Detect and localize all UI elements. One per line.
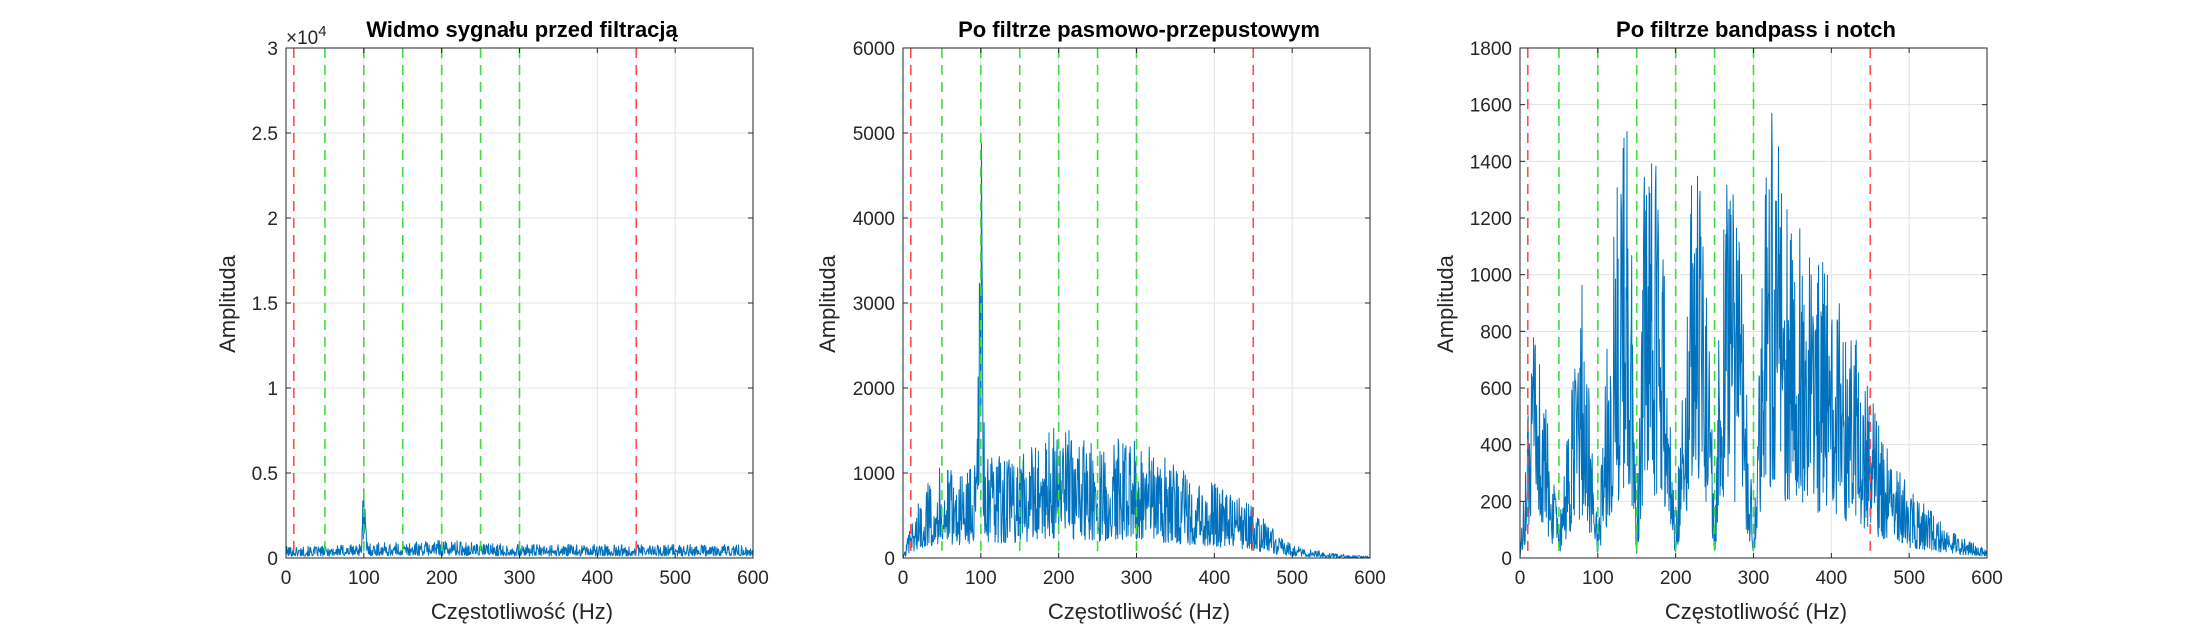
y-axis-label: Amplituda bbox=[815, 254, 840, 353]
chart-panel-bandpass: Po filtrze pasmowo-przepustowym Częstotl… bbox=[815, 17, 1386, 624]
x-tick-label: 500 bbox=[659, 568, 691, 589]
x-axis-label: Częstotliwość (Hz) bbox=[1048, 599, 1230, 624]
chart-panel-before-filter: Widmo sygnału przed filtracją Częstotliw… bbox=[215, 17, 769, 624]
y-tick-label: 1200 bbox=[1470, 209, 1512, 230]
y-tick-label: 200 bbox=[1480, 492, 1512, 513]
x-tick-label: 0 bbox=[898, 568, 909, 589]
x-tick-label: 500 bbox=[1893, 568, 1925, 589]
x-tick-label: 400 bbox=[1198, 568, 1230, 589]
y-tick-label: 1000 bbox=[853, 464, 895, 485]
y-tick-label: 1600 bbox=[1470, 96, 1512, 117]
y-tick-label: 0.5 bbox=[252, 464, 278, 485]
y-tick-label: 1800 bbox=[1470, 39, 1512, 60]
x-tick-label: 0 bbox=[1515, 568, 1526, 589]
y-tick-label: 2000 bbox=[853, 379, 895, 400]
y-tick-label: 3 bbox=[267, 39, 278, 60]
y-axis-label: Amplituda bbox=[215, 254, 240, 353]
y-multiplier-base: ×10 bbox=[286, 28, 318, 49]
x-tick-label: 600 bbox=[1354, 568, 1386, 589]
x-tick-label: 600 bbox=[737, 568, 769, 589]
y-tick-label: 0 bbox=[884, 549, 895, 570]
x-tick-label: 500 bbox=[1276, 568, 1308, 589]
y-axis-multiplier: ×104 bbox=[286, 23, 327, 49]
x-tick-label: 100 bbox=[1582, 568, 1614, 589]
x-tick-label: 300 bbox=[504, 568, 536, 589]
y-tick-label: 800 bbox=[1480, 322, 1512, 343]
y-tick-label: 2.5 bbox=[252, 124, 278, 145]
chart-panel-bandpass-notch: Po filtrze bandpass i notch Częstotliwoś… bbox=[1433, 17, 2003, 624]
axis-ticks: 0 100 200 300 400 500 600 0 0.5 1 1.5 2 2.5 3 bbox=[252, 39, 769, 589]
y-tick-label: 600 bbox=[1480, 379, 1512, 400]
axis-ticks: 0 100 200 300 400 500 600 0 200 400 600 800 1000 1200… bbox=[1470, 39, 2003, 589]
y-multiplier-exponent: 4 bbox=[318, 23, 326, 40]
y-tick-label: 1.5 bbox=[252, 294, 278, 315]
axis-ticks: 0 100 200 300 400 500 600010002000300040005000… bbox=[853, 39, 1386, 589]
y-tick-label: 3000 bbox=[853, 294, 895, 315]
chart-title: Po filtrze pasmowo-przepustowym bbox=[958, 17, 1320, 42]
x-tick-label: 300 bbox=[1121, 568, 1153, 589]
x-tick-label: 0 bbox=[281, 568, 292, 589]
y-tick-label: 1000 bbox=[1470, 266, 1512, 287]
y-tick-label: 1 bbox=[267, 379, 278, 400]
chart-title: Widmo sygnału przed filtracją bbox=[366, 17, 678, 42]
x-tick-label: 600 bbox=[1971, 568, 2003, 589]
y-tick-label: 1400 bbox=[1470, 152, 1512, 173]
y-tick-label: 0 bbox=[1501, 549, 1512, 570]
y-axis-label: Amplituda bbox=[1433, 254, 1458, 353]
x-tick-label: 400 bbox=[581, 568, 613, 589]
y-tick-label: 0 bbox=[267, 549, 278, 570]
y-tick-label: 6000 bbox=[853, 39, 895, 60]
x-tick-label: 100 bbox=[348, 568, 380, 589]
x-tick-label: 200 bbox=[1660, 568, 1692, 589]
y-tick-label: 5000 bbox=[853, 124, 895, 145]
x-tick-label: 200 bbox=[1043, 568, 1075, 589]
y-tick-label: 4000 bbox=[853, 209, 895, 230]
chart-title: Po filtrze bandpass i notch bbox=[1616, 17, 1896, 42]
y-tick-label: 400 bbox=[1480, 436, 1512, 457]
x-tick-label: 400 bbox=[1815, 568, 1847, 589]
x-axis-label: Częstotliwość (Hz) bbox=[431, 599, 613, 624]
x-tick-label: 200 bbox=[426, 568, 458, 589]
x-tick-label: 300 bbox=[1738, 568, 1770, 589]
x-tick-label: 100 bbox=[965, 568, 997, 589]
x-axis-label: Częstotliwość (Hz) bbox=[1665, 599, 1847, 624]
y-tick-label: 2 bbox=[267, 209, 278, 230]
